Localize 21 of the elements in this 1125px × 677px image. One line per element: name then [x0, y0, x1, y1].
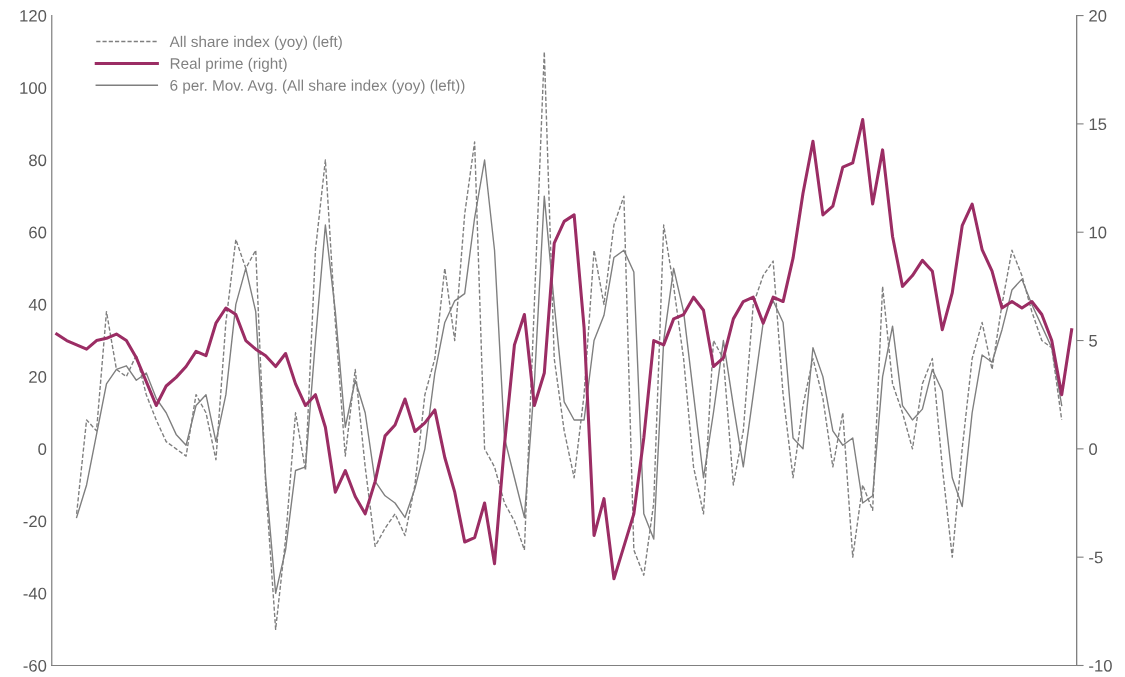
- legend-label: All share index (yoy) (left): [169, 35, 342, 51]
- y-tick-label: -40: [23, 587, 47, 600]
- y2-tick-label: -10: [1089, 659, 1112, 672]
- y-tick-label: 40: [28, 298, 47, 311]
- y-tick-label: 120: [20, 9, 47, 22]
- y-tick-label: 60: [29, 226, 47, 239]
- y2-tick-label: -5: [1089, 551, 1103, 564]
- y-tick-label: -60: [23, 659, 47, 672]
- y2-tick-label: 20: [1089, 9, 1107, 22]
- y-tick-label: 0: [38, 443, 47, 456]
- y2-tick-label: 0: [1089, 443, 1098, 456]
- legend-label: Real prime (right): [170, 57, 287, 72]
- y2-tick-label: 15: [1089, 118, 1107, 131]
- legend-label: 6 per. Mov. Avg. (All share index (yoy) (left)): [170, 79, 465, 94]
- y-tick-label: 80: [29, 154, 47, 167]
- y2-tick-label: 5: [1089, 335, 1097, 347]
- y-tick-label: 20: [29, 371, 47, 383]
- y-tick-label: 100: [20, 82, 47, 94]
- line-series: [75, 50, 1063, 631]
- y2-tick-label: 10: [1089, 226, 1107, 239]
- y-tick-label: -20: [23, 515, 47, 528]
